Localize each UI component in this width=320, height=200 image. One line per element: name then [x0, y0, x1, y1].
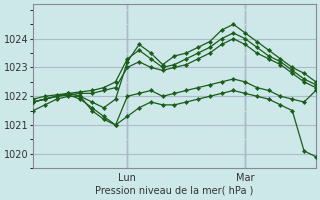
X-axis label: Pression niveau de la mer( hPa ): Pression niveau de la mer( hPa ) [95, 186, 254, 196]
